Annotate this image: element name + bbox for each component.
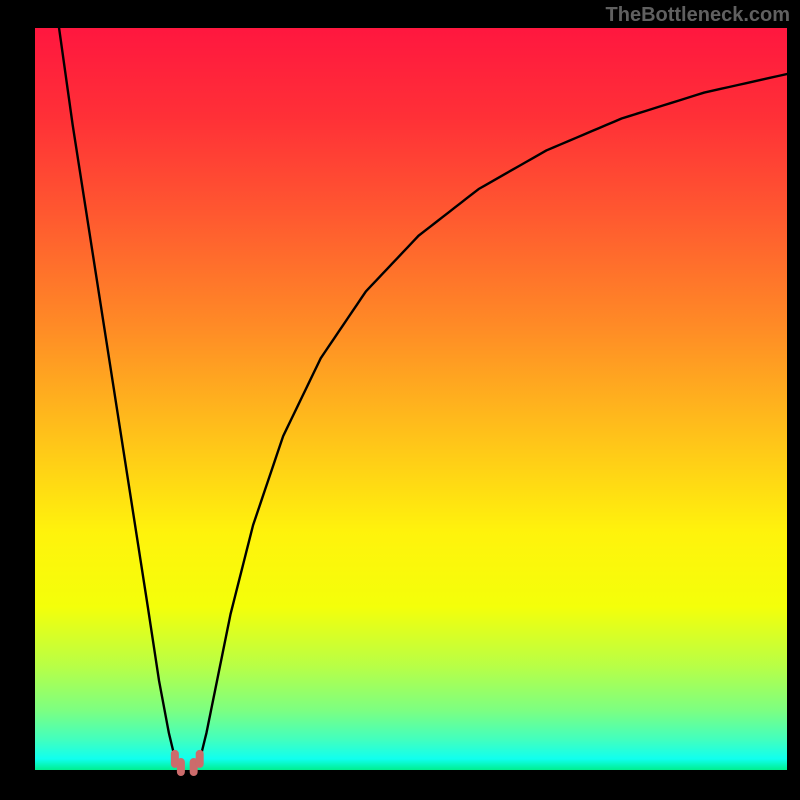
chart-container: TheBottleneck.com (0, 0, 800, 800)
chart-svg (0, 0, 800, 800)
plot-background (35, 28, 787, 770)
dip-marker (196, 750, 204, 768)
watermark-text: TheBottleneck.com (606, 4, 790, 27)
dip-marker (177, 758, 185, 776)
